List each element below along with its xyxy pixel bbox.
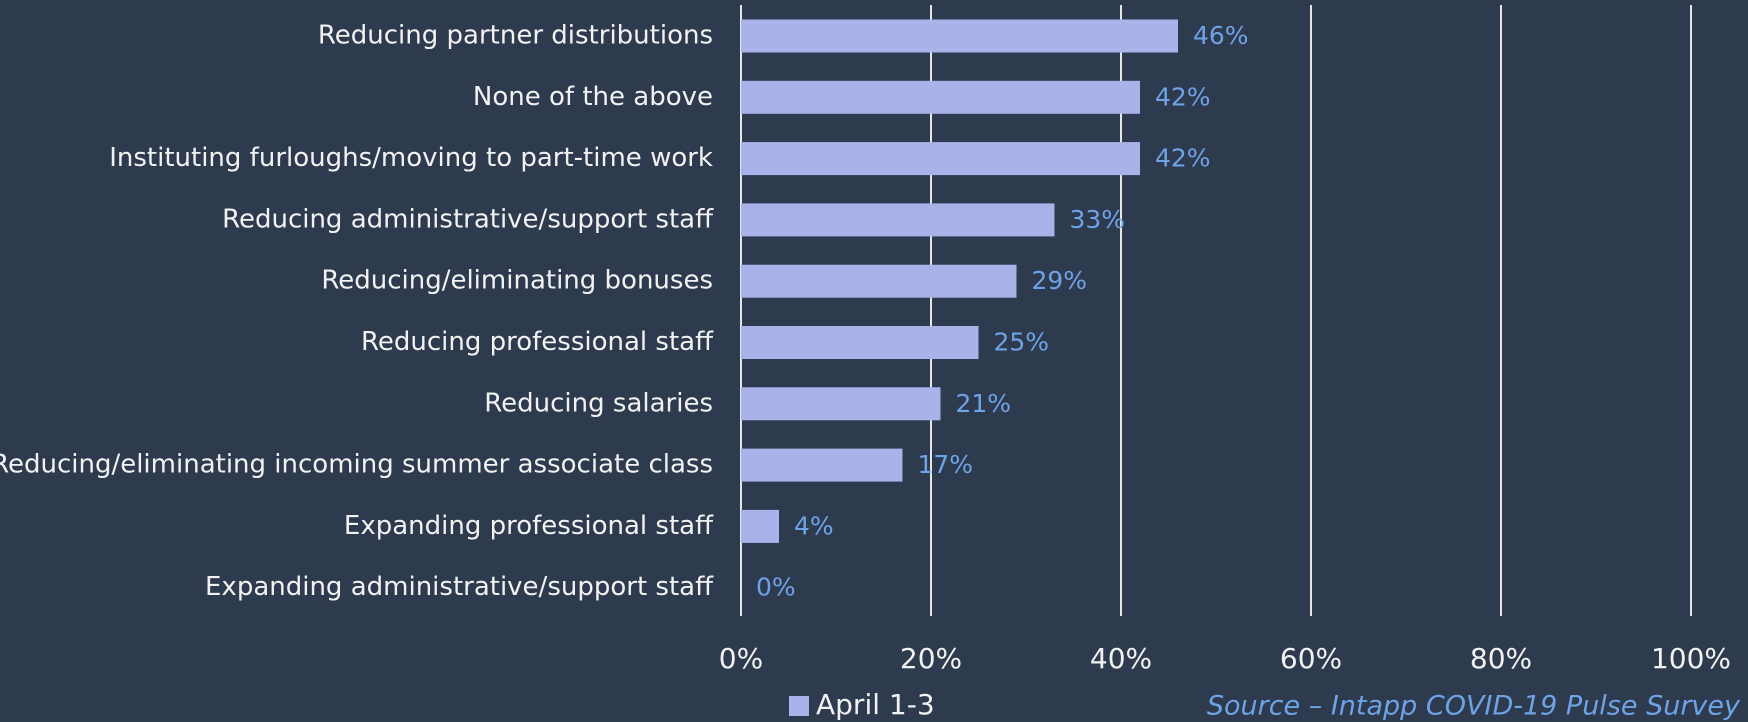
data-label: 17% [918,450,974,479]
bar [741,80,1140,114]
data-label: 42% [1155,82,1211,111]
legend-swatch [789,696,809,716]
category-label: Reducing professional staff [361,327,714,357]
bar [741,264,1017,298]
bar [741,448,903,482]
bar [741,19,1178,53]
data-label: 42% [1155,144,1211,173]
bar [741,509,779,543]
x-tick-label: 80% [1470,642,1532,675]
category-label: Expanding professional staff [344,511,714,541]
data-label: 29% [1032,266,1088,295]
data-label: 0% [756,573,796,602]
source-note: Source – Intapp COVID-19 Pulse Survey [1207,691,1741,722]
x-tick-label: 20% [900,642,962,675]
data-label: 25% [994,328,1050,357]
category-label: Reducing partner distributions [318,21,713,51]
bar [741,326,979,359]
category-label: Reducing administrative/support staff [222,204,714,234]
x-tick-label: 40% [1090,642,1152,675]
x-tick-label: 0% [719,642,763,675]
category-label: Reducing salaries [484,388,713,418]
data-label: 46% [1193,21,1249,50]
x-tick-label: 60% [1280,642,1342,675]
category-label: Reducing/eliminating bonuses [321,266,713,296]
data-label: 4% [794,511,834,540]
category-label: Expanding administrative/support staff [205,572,714,602]
category-label: Reducing/eliminating incoming summer ass… [0,450,713,480]
data-label: 33% [1070,205,1126,234]
data-label: 21% [956,389,1012,418]
bar [741,387,941,421]
x-tick-label: 100% [1651,642,1731,675]
category-label: Instituting furloughs/moving to part-tim… [109,143,713,173]
bar [741,142,1140,176]
category-label: None of the above [473,82,713,112]
legend-label: April 1-3 [816,688,935,721]
bar [741,203,1055,237]
